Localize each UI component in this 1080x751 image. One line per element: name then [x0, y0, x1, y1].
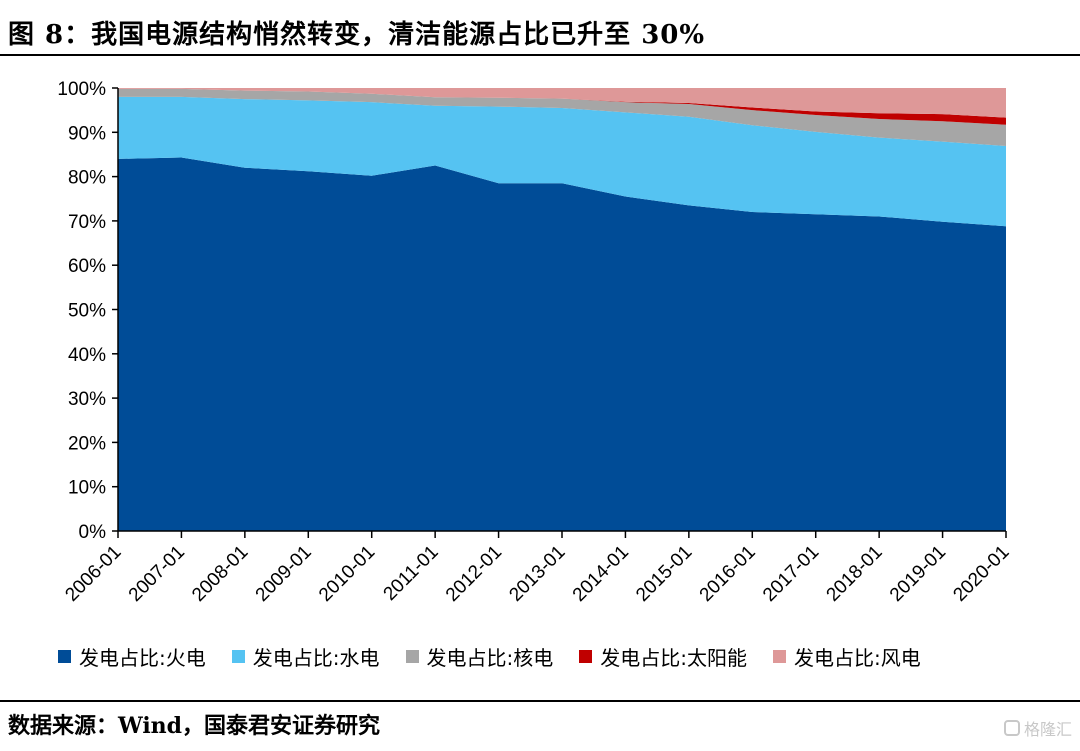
- legend-label: 发电占比:火电: [79, 646, 206, 670]
- legend-item-hydro: 发电占比:水电: [231, 642, 380, 671]
- x-tick-label: 2011-01: [380, 542, 443, 605]
- x-tick-label: 2007-01: [125, 542, 189, 606]
- x-tick-label: 2008-01: [188, 542, 252, 606]
- source-note: 数据来源：Wind，国泰君安证券研究: [8, 713, 381, 739]
- watermark-logo-icon: [1003, 720, 1020, 736]
- legend-item-solar: 发电占比:太阳能: [579, 642, 747, 671]
- area-series-wind: [118, 88, 1006, 118]
- y-tick-label: 90%: [68, 123, 106, 144]
- area-layer: [118, 88, 1006, 532]
- legend-swatch: [58, 650, 71, 663]
- x-tick-label: 2006-01: [61, 542, 125, 606]
- y-tick-label: 70%: [68, 212, 106, 233]
- legend-swatch: [405, 650, 419, 663]
- x-tick-label: 2016-01: [696, 542, 760, 606]
- x-tick-label: 2019-01: [886, 542, 950, 606]
- x-axis-ticks: 2006-01 2007-01 2008-01 2009-01 2010-01 2011-…: [61, 531, 1014, 606]
- x-tick-label: 2010-01: [315, 542, 379, 606]
- y-tick-label: 40%: [68, 345, 106, 366]
- x-tick-label: 2012-01: [442, 542, 506, 606]
- watermark: 格隆汇: [1003, 716, 1072, 740]
- watermark-text: 格隆汇: [1023, 720, 1072, 739]
- legend-label: 发电占比:风电: [794, 646, 921, 670]
- legend-label: 发电占比:水电: [252, 646, 380, 670]
- y-tick-label: 0%: [79, 522, 107, 543]
- x-tick-label: 2013-01: [505, 542, 569, 606]
- y-tick-label: 100%: [57, 79, 106, 100]
- figure-title: 图 8：我国电源结构悄然转变，清洁能源占比已升至 30%: [8, 20, 706, 50]
- source-rule: [0, 700, 1080, 702]
- x-tick-label: 2009-01: [252, 542, 316, 606]
- y-tick-label: 20%: [68, 433, 106, 454]
- y-tick-label: 80%: [68, 168, 106, 189]
- y-tick-label: 10%: [68, 478, 106, 499]
- legend-swatch: [579, 650, 593, 663]
- area-series-nuclear: [118, 88, 1006, 147]
- x-tick-label: 2015-01: [632, 542, 696, 606]
- area-series-thermal: [118, 157, 1006, 532]
- chart-legend: 发电占比:火电 发电占比:水电 发电占比:核电 发电占比:太阳能 发电占比:风电: [58, 642, 921, 671]
- legend-item-wind: 发电占比:风电: [773, 642, 921, 671]
- title-rule: [0, 54, 1080, 56]
- legend-label: 发电占比:太阳能: [600, 646, 747, 670]
- legend-swatch: [231, 650, 245, 663]
- area-series-hydro: [118, 96, 1006, 227]
- legend-label: 发电占比:核电: [426, 646, 554, 670]
- legend-item-nuclear: 发电占比:核电: [405, 642, 554, 671]
- legend-item-thermal: 发电占比:火电: [58, 642, 206, 671]
- x-tick-label: 2017-01: [759, 542, 823, 606]
- y-tick-label: 60%: [68, 256, 106, 277]
- y-axis-ticks: 0% 10% 20% 30% 40% 50% 60% 70% 80% 90% 100%: [57, 79, 118, 543]
- y-tick-label: 50%: [68, 301, 106, 322]
- legend-swatch: [773, 650, 786, 663]
- stacked-area-chart: 0% 10% 20% 30% 40% 50% 60% 70% 80% 90% 100% 2006-0…: [57, 79, 1014, 606]
- x-tick-label: 2018-01: [823, 542, 887, 606]
- x-tick-label: 2014-01: [569, 542, 633, 606]
- x-tick-label: 2020-01: [949, 542, 1013, 606]
- y-tick-label: 30%: [68, 389, 106, 410]
